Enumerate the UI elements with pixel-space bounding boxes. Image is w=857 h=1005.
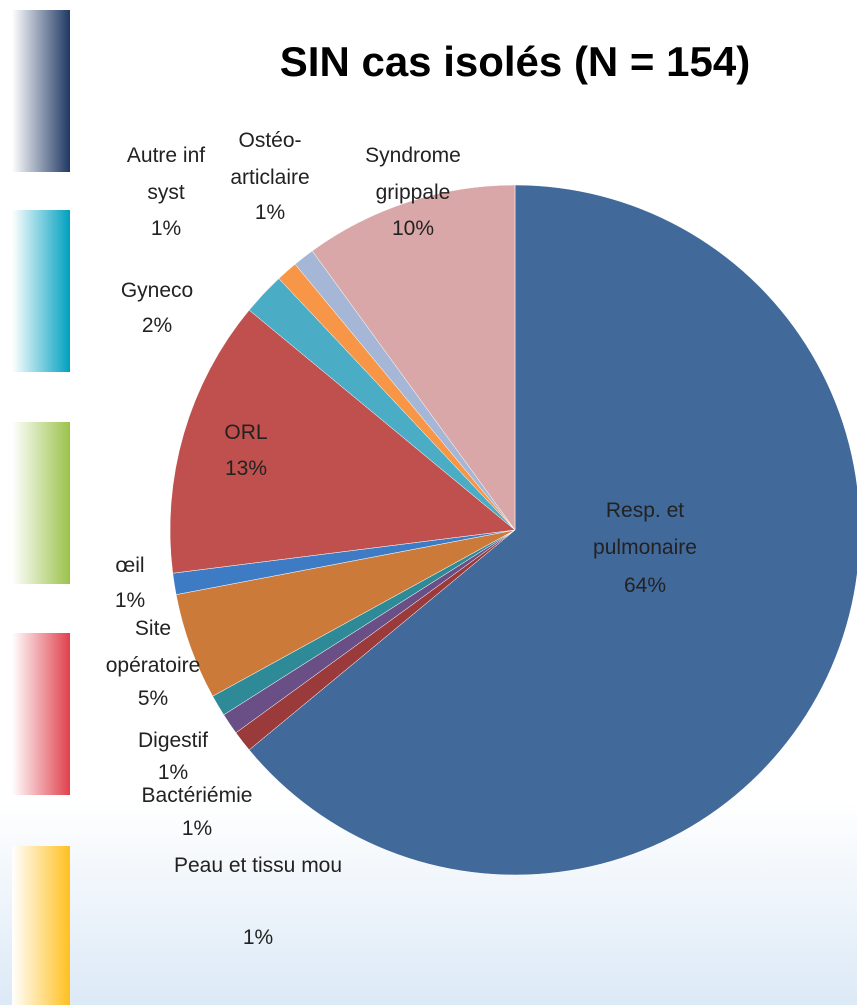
slice-label: Gyneco [120, 279, 194, 302]
slice-label: Ostéo-articlaire [230, 129, 310, 189]
slice-label: Peau et tissu mou [173, 854, 343, 877]
pie-slice [169, 309, 516, 574]
slice-value-label: 1% [254, 201, 286, 224]
slice-value-label: 1% [157, 761, 189, 784]
slice-label: Site opératoire [105, 617, 201, 677]
pie-slice [311, 184, 516, 531]
slice-value-label: 1% [181, 817, 213, 840]
decor-bar [12, 210, 70, 372]
slice-value-label: 1% [114, 589, 146, 612]
slice-label: Resp. et pulmonaire [593, 499, 697, 559]
slice-label: œil [115, 554, 145, 577]
slice-value-label: 2% [141, 314, 173, 337]
slice-value-label: 13% [224, 457, 268, 480]
slice-label: Bactériémie [141, 784, 253, 807]
decor-bar [12, 422, 70, 584]
decor-bar [12, 846, 70, 1005]
slice-value-label: 5% [137, 687, 169, 710]
chart-title: SIN cas isolés (N = 154) [279, 38, 751, 85]
pie-slice [248, 184, 857, 876]
slice-value-label: 64% [623, 574, 667, 597]
slice-value-label: 1% [150, 217, 182, 240]
decor-bar [12, 10, 70, 172]
slice-value-label: 10% [391, 217, 435, 240]
slice-value-label: 1% [242, 926, 274, 949]
decor-bar [12, 633, 70, 795]
slice-label: ORL [224, 421, 268, 444]
slice-label: Autre inf syst [126, 144, 206, 204]
slice-label: Syndrome grippale [365, 144, 461, 204]
slice-label: Digestif [137, 729, 209, 752]
